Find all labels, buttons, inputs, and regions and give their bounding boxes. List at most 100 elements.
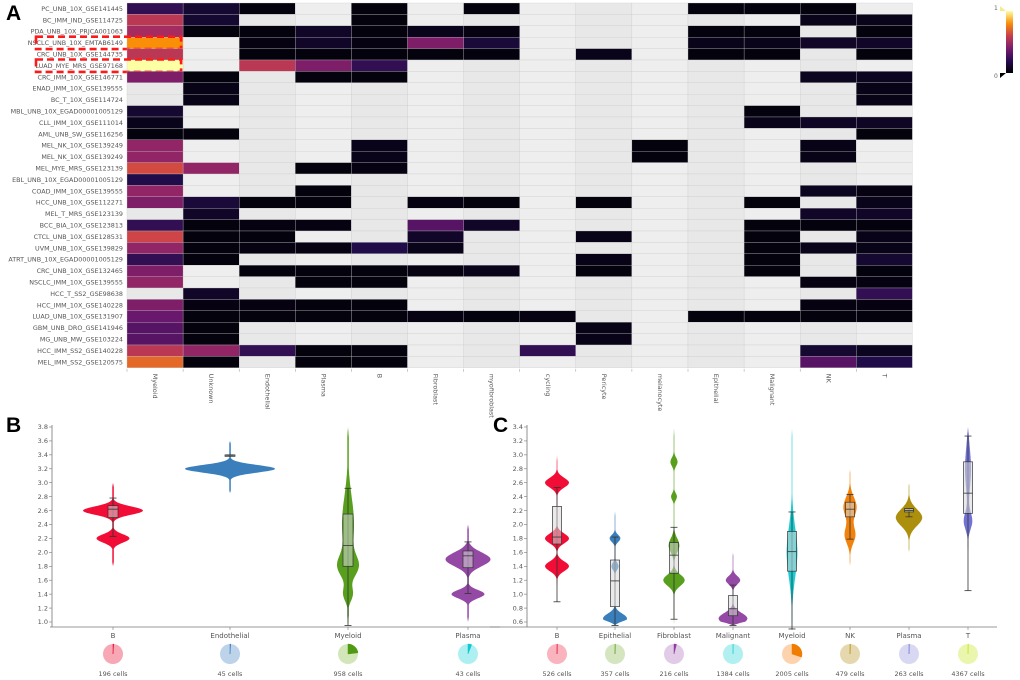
heatmap-cell[interactable] (463, 196, 520, 209)
heatmap-cell[interactable] (126, 139, 184, 152)
heatmap-cell[interactable] (743, 219, 801, 232)
heatmap-cell[interactable] (575, 116, 633, 129)
heatmap-cell[interactable] (519, 48, 576, 61)
heatmap-cell[interactable] (519, 2, 576, 15)
heatmap-cell[interactable] (575, 128, 633, 140)
heatmap-cell[interactable] (856, 14, 913, 26)
heatmap-cell[interactable] (351, 94, 408, 106)
heatmap-cell[interactable] (407, 276, 464, 289)
heatmap-cell[interactable] (351, 2, 408, 15)
heatmap-cell[interactable] (743, 48, 801, 61)
heatmap-cell[interactable] (182, 299, 240, 311)
heatmap-cell[interactable] (519, 14, 576, 26)
heatmap-cell[interactable] (631, 48, 689, 61)
heatmap-cell[interactable] (800, 82, 857, 95)
heatmap-cell[interactable] (575, 208, 633, 220)
heatmap-cell[interactable] (351, 276, 408, 289)
heatmap-cell[interactable] (351, 128, 408, 140)
heatmap-cell[interactable] (182, 344, 240, 357)
heatmap-cell[interactable] (407, 162, 464, 175)
heatmap-cell[interactable] (295, 116, 352, 129)
heatmap-cell[interactable] (856, 219, 913, 232)
heatmap-cell[interactable] (856, 105, 913, 118)
heatmap-cell[interactable] (519, 116, 576, 129)
heatmap-cell[interactable] (126, 344, 184, 357)
heatmap-cell[interactable] (463, 173, 520, 186)
heatmap-cell[interactable] (407, 356, 464, 368)
heatmap-cell[interactable] (239, 310, 296, 323)
heatmap-cell[interactable] (856, 151, 913, 163)
heatmap-cell[interactable] (800, 208, 857, 220)
heatmap-cell[interactable] (295, 219, 352, 232)
heatmap-cell[interactable] (743, 94, 801, 106)
heatmap-cell[interactable] (463, 128, 520, 140)
heatmap-cell[interactable] (182, 162, 240, 175)
heatmap-cell[interactable] (856, 344, 913, 357)
heatmap-cell[interactable] (126, 116, 184, 129)
heatmap-cell[interactable] (800, 196, 857, 209)
heatmap-cell[interactable] (351, 208, 408, 220)
heatmap-cell[interactable] (295, 82, 352, 95)
heatmap-cell[interactable] (519, 276, 576, 289)
heatmap-cell[interactable] (519, 173, 576, 186)
heatmap-cell[interactable] (800, 139, 857, 152)
heatmap-cell[interactable] (800, 310, 857, 323)
heatmap-cell[interactable] (743, 37, 801, 49)
heatmap-cell[interactable] (743, 344, 801, 357)
heatmap-cell[interactable] (575, 242, 633, 254)
heatmap-cell[interactable] (800, 265, 857, 277)
heatmap-cell[interactable] (239, 105, 296, 118)
heatmap-cell[interactable] (407, 287, 464, 300)
heatmap-cell[interactable] (519, 265, 576, 277)
heatmap-cell[interactable] (687, 265, 745, 277)
heatmap-cell[interactable] (126, 219, 184, 232)
heatmap-cell[interactable] (800, 322, 857, 334)
heatmap-cell[interactable] (463, 322, 520, 334)
heatmap-cell[interactable] (575, 94, 633, 106)
heatmap-cell[interactable] (126, 299, 184, 311)
heatmap-cell[interactable] (126, 59, 184, 72)
heatmap-cell[interactable] (743, 71, 801, 83)
heatmap-cell[interactable] (407, 48, 464, 61)
heatmap-cell[interactable] (575, 48, 633, 61)
heatmap-cell[interactable] (631, 344, 689, 357)
heatmap-cell[interactable] (295, 94, 352, 106)
heatmap-cell[interactable] (519, 344, 576, 357)
heatmap-cell[interactable] (743, 310, 801, 323)
heatmap-cell[interactable] (519, 151, 576, 163)
heatmap-cell[interactable] (463, 219, 520, 232)
heatmap-cell[interactable] (239, 287, 296, 300)
heatmap-cell[interactable] (856, 242, 913, 254)
heatmap-cell[interactable] (856, 322, 913, 334)
heatmap-cell[interactable] (463, 105, 520, 118)
heatmap-cell[interactable] (800, 25, 857, 38)
heatmap-cell[interactable] (407, 82, 464, 95)
heatmap-cell[interactable] (351, 265, 408, 277)
heatmap-cell[interactable] (631, 287, 689, 300)
heatmap-cell[interactable] (126, 196, 184, 209)
heatmap-cell[interactable] (575, 25, 633, 38)
heatmap-cell[interactable] (126, 265, 184, 277)
heatmap-cell[interactable] (407, 116, 464, 129)
heatmap-cell[interactable] (800, 356, 857, 368)
heatmap-cell[interactable] (463, 276, 520, 289)
heatmap-cell[interactable] (239, 219, 296, 232)
heatmap-cell[interactable] (239, 208, 296, 220)
heatmap-cell[interactable] (856, 94, 913, 106)
heatmap-cell[interactable] (687, 322, 745, 334)
heatmap-cell[interactable] (519, 287, 576, 300)
heatmap-cell[interactable] (126, 151, 184, 163)
heatmap-cell[interactable] (126, 356, 184, 368)
heatmap-cell[interactable] (463, 230, 520, 243)
heatmap-cell[interactable] (182, 230, 240, 243)
heatmap-cell[interactable] (631, 230, 689, 243)
heatmap-cell[interactable] (407, 333, 464, 346)
heatmap-cell[interactable] (182, 356, 240, 368)
heatmap-cell[interactable] (687, 253, 745, 266)
heatmap-cell[interactable] (295, 139, 352, 152)
heatmap-cell[interactable] (351, 71, 408, 83)
heatmap-cell[interactable] (856, 333, 913, 346)
heatmap-cell[interactable] (575, 356, 633, 368)
heatmap-cell[interactable] (295, 151, 352, 163)
heatmap-cell[interactable] (407, 230, 464, 243)
